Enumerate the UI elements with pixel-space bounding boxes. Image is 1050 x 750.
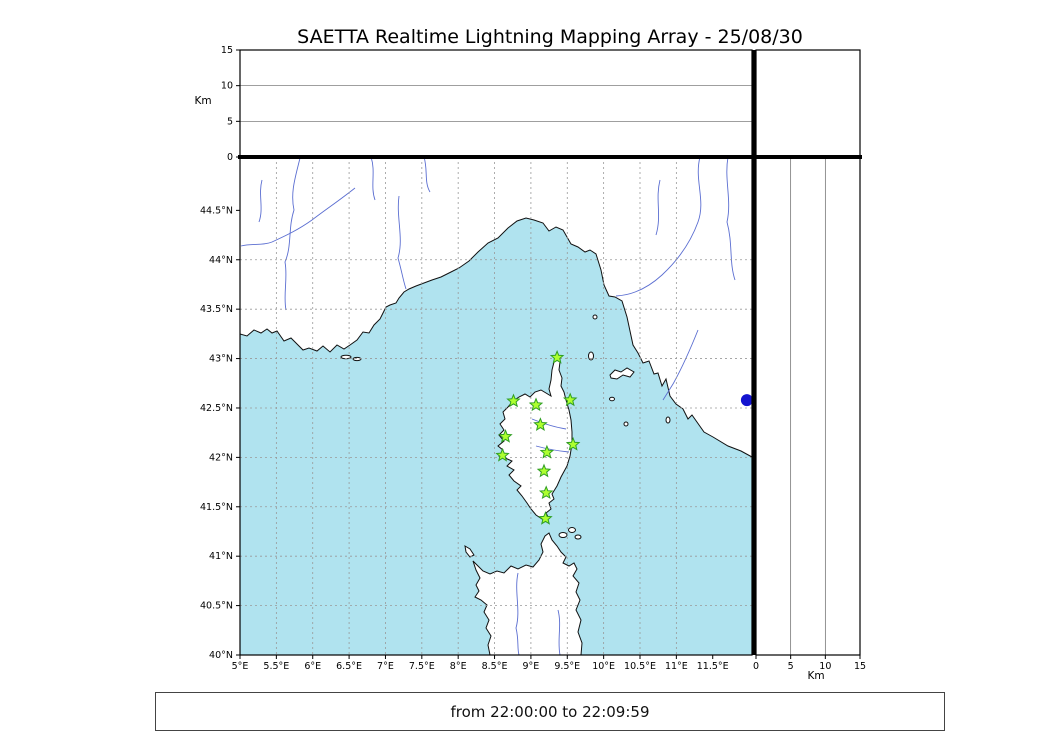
station-markers xyxy=(495,349,581,525)
map-panel xyxy=(240,157,752,655)
lat-tick-label: 41°N xyxy=(209,551,233,562)
island-maddalena xyxy=(568,527,576,533)
lat-tick-label: 43.5°N xyxy=(200,304,233,315)
altitude-tick-label: 15 xyxy=(854,661,866,672)
lat-tick-label: 41.5°N xyxy=(200,502,233,513)
river xyxy=(240,187,356,247)
lat-tick-label: 42.5°N xyxy=(200,403,233,414)
status-text: from 22:00:00 to 22:09:59 xyxy=(450,702,650,721)
river xyxy=(557,609,561,655)
lon-tick-label: 10.5°E xyxy=(624,661,656,672)
island-maddalena xyxy=(574,534,582,540)
river xyxy=(655,179,661,236)
lon-tick-label: 6.5°E xyxy=(336,661,362,672)
river xyxy=(531,418,567,430)
coastline-continent xyxy=(240,157,752,458)
lon-tick-label: 9.5°E xyxy=(554,661,580,672)
station-marker xyxy=(536,463,552,478)
station-marker xyxy=(539,444,555,459)
river xyxy=(284,157,301,311)
station-marker xyxy=(506,393,521,408)
station-marker xyxy=(533,417,548,431)
right-panel-frame xyxy=(755,156,861,656)
river xyxy=(662,329,699,401)
altitude-tick-label: 5 xyxy=(227,116,233,127)
altitude-lat-panel xyxy=(790,157,826,655)
lon-tick-label: 6°E xyxy=(304,661,321,672)
island-pianosa xyxy=(609,396,615,402)
map-gridlines xyxy=(240,157,752,655)
lon-tick-label: 9°E xyxy=(523,661,540,672)
lon-tick-label: 7°E xyxy=(377,661,394,672)
river xyxy=(615,157,702,297)
lon-tick-label: 11°E xyxy=(665,661,688,672)
coastline-corsica xyxy=(497,356,573,520)
island-maddalena xyxy=(558,532,568,538)
station-marker xyxy=(538,510,553,525)
lat-tick-label: 40.5°N xyxy=(200,601,233,612)
km-axis-label-right: Km xyxy=(807,670,824,682)
altitude-tick-label: 0 xyxy=(227,152,233,163)
island-giglio xyxy=(665,416,671,424)
event-marker-layer xyxy=(740,394,753,407)
top-panel-frame xyxy=(239,49,753,158)
km-axis-label-top: Km xyxy=(194,95,211,107)
altitude-tick-label: 0 xyxy=(753,661,759,672)
river xyxy=(726,157,736,281)
lat-tick-label: 44.5°N xyxy=(200,205,233,216)
panel-frames xyxy=(238,49,862,656)
altitude-tick-label: 15 xyxy=(221,45,233,56)
station-marker xyxy=(495,447,510,462)
lon-tick-label: 5°E xyxy=(232,661,249,672)
top-right-box-frame xyxy=(755,49,861,158)
lat-tick-label: 42°N xyxy=(209,452,233,463)
station-marker xyxy=(528,397,544,412)
lon-tick-label: 8.5°E xyxy=(482,661,508,672)
river xyxy=(423,157,431,193)
island-port-cros xyxy=(352,356,362,362)
station-marker xyxy=(565,436,581,451)
coastline-sardinia xyxy=(472,532,583,655)
lat-tick-label: 44°N xyxy=(209,255,233,266)
lat-tick-label: 43°N xyxy=(209,354,233,365)
lon-tick-label: 5.5°E xyxy=(263,661,289,672)
river xyxy=(535,445,570,453)
altitude-tick-label: 5 xyxy=(788,661,794,672)
figure-title: SAETTA Realtime Lightning Mapping Array … xyxy=(297,26,803,48)
river xyxy=(258,179,263,223)
station-marker xyxy=(549,349,565,364)
altitude-lon-panel xyxy=(240,85,752,122)
station-marker xyxy=(498,428,513,443)
rivers xyxy=(240,157,736,655)
island-montecristo xyxy=(623,421,629,427)
lat-tick-label: 40°N xyxy=(209,650,233,661)
small-islands xyxy=(340,314,671,558)
event-dot xyxy=(740,394,753,407)
status-bar: from 22:00:00 to 22:09:59 xyxy=(155,692,945,731)
river xyxy=(397,195,407,290)
river xyxy=(370,157,376,201)
tick-layer: 5°E 5.5°E 6°E 6.5°E 7°E 7.5°E 8°E 8.5°E 9°E 9.5°E… xyxy=(200,45,866,672)
river xyxy=(515,572,520,655)
lon-tick-label: 8°E xyxy=(450,661,467,672)
island-elba xyxy=(609,367,635,380)
lon-tick-label: 10°E xyxy=(592,661,615,672)
altitude-tick-label: 10 xyxy=(819,661,831,672)
lon-tick-label: 7.5°E xyxy=(409,661,435,672)
island-capraia xyxy=(588,351,594,361)
lon-tick-label: 11.5°E xyxy=(697,661,729,672)
altitude-tick-label: 10 xyxy=(221,81,233,92)
station-marker xyxy=(562,392,578,407)
island-gorgona xyxy=(592,314,598,320)
station-marker xyxy=(538,485,554,500)
